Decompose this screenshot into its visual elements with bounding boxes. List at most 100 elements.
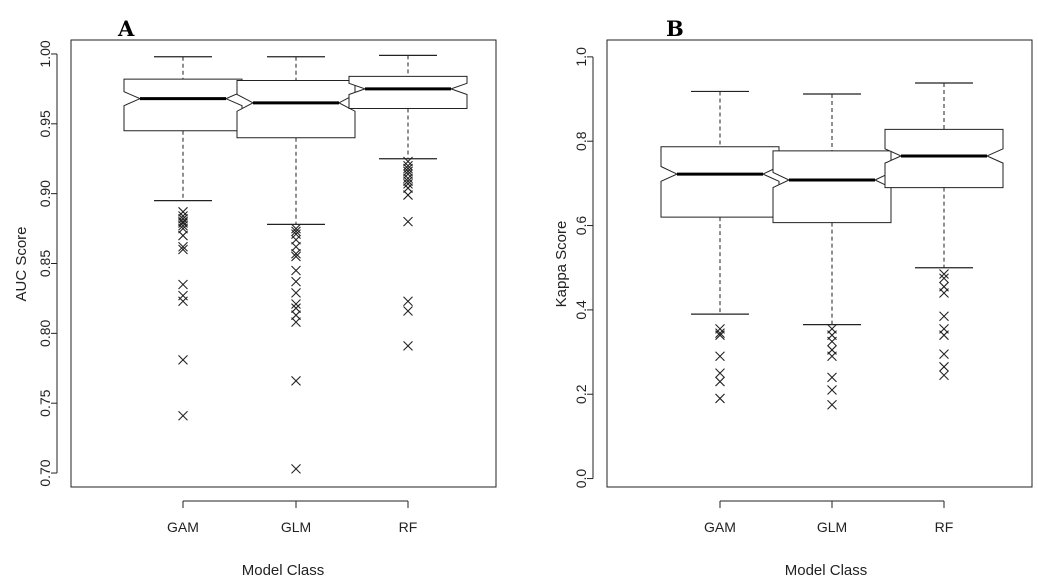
outlier-point <box>939 330 949 341</box>
outlier-point <box>291 251 301 262</box>
outlier-point <box>178 241 188 252</box>
x-tick-label-glm: GLM <box>817 519 847 535</box>
outlier-stroke <box>178 216 188 227</box>
outlier-stroke <box>403 183 413 193</box>
outlier-stroke <box>403 296 413 307</box>
notched-box <box>884 128 1004 189</box>
outlier-point <box>403 341 413 351</box>
outlier-point <box>939 269 949 279</box>
outlier-stroke <box>715 330 725 341</box>
outlier-stroke <box>291 234 301 245</box>
x-tick-label-rf: RF <box>935 519 954 535</box>
outlier-point <box>715 351 725 362</box>
outlier-point <box>403 190 413 200</box>
outlier-stroke <box>291 276 301 287</box>
outlier-stroke <box>178 241 188 252</box>
outlier-point <box>178 296 188 307</box>
outlier-stroke <box>715 368 725 379</box>
outlier-point <box>939 273 949 284</box>
panel-label-b: B <box>666 16 684 41</box>
y-tick-label: 0.95 <box>37 110 53 137</box>
outlier-point <box>939 311 949 322</box>
outlier-point <box>178 223 188 234</box>
outlier-point <box>715 368 725 379</box>
notched-box <box>660 146 780 218</box>
outlier-point <box>939 370 949 381</box>
outlier-point <box>715 393 725 404</box>
plot-frame-b <box>606 39 1033 488</box>
outlier-point <box>827 399 837 410</box>
outlier-stroke <box>291 226 301 237</box>
outlier-point <box>403 178 413 189</box>
outlier-point <box>715 376 725 387</box>
y-tick-label: 0.0 <box>573 469 589 489</box>
outlier-stroke <box>291 287 301 298</box>
y-tick-label: 0.70 <box>37 459 53 486</box>
outlier-stroke <box>939 269 949 279</box>
y-tick-label: 0.6 <box>573 216 589 236</box>
outlier-point <box>827 372 837 383</box>
outlier-stroke <box>403 216 413 227</box>
outlier-point <box>715 330 725 341</box>
outlier-stroke <box>403 176 413 186</box>
outlier-stroke <box>178 206 188 217</box>
outlier-stroke <box>403 341 413 351</box>
outlier-stroke <box>403 178 413 189</box>
outlier-stroke <box>715 328 725 338</box>
outlier-point <box>291 226 301 237</box>
outlier-stroke <box>291 241 301 252</box>
plot-frame-a <box>70 39 497 488</box>
outlier-stroke <box>291 375 301 386</box>
outlier-point <box>827 351 837 362</box>
y-tick-label: 0.8 <box>573 131 589 151</box>
y-axis-b: 0.0 0.2 0.4 0.6 0.8 1.0 <box>573 47 594 489</box>
outlier-point <box>403 216 413 227</box>
boxes-a <box>123 54 468 474</box>
outlier-stroke <box>715 376 725 387</box>
outlier-point <box>403 169 413 179</box>
outlier-stroke <box>291 317 301 328</box>
outlier-stroke <box>403 169 413 179</box>
panel-b-kappa: B 0.0 0.2 0.4 0.6 0.8 1.0 GAM GLM RF Model Clas… <box>553 16 1033 579</box>
notched-box <box>772 150 892 224</box>
outlier-stroke <box>403 306 413 316</box>
outlier-point <box>939 288 949 298</box>
outlier-stroke <box>291 303 301 314</box>
outlier-point <box>178 354 188 365</box>
outlier-stroke <box>178 213 188 224</box>
box-gam <box>660 90 780 404</box>
outlier-stroke <box>178 279 188 290</box>
x-tick-label-glm: GLM <box>281 519 311 535</box>
outlier-stroke <box>939 349 949 360</box>
outlier-point <box>291 248 301 259</box>
x-axis-label-a: Model Class <box>242 562 325 579</box>
outlier-stroke <box>291 265 301 276</box>
outlier-stroke <box>939 330 949 341</box>
outlier-point <box>939 349 949 360</box>
outlier-point <box>291 310 301 321</box>
outlier-stroke <box>939 370 949 381</box>
notched-box <box>348 75 468 109</box>
outlier-point <box>403 296 413 307</box>
outlier-stroke <box>178 223 188 234</box>
outlier-stroke <box>403 156 413 167</box>
outlier-point <box>403 166 413 177</box>
outlier-stroke <box>827 399 837 410</box>
outlier-point <box>403 183 413 193</box>
y-tick-label: 0.4 <box>573 300 589 320</box>
outlier-stroke <box>403 190 413 200</box>
notched-box <box>236 80 356 139</box>
outlier-point <box>291 317 301 328</box>
outlier-stroke <box>827 336 837 347</box>
outlier-stroke <box>178 220 188 231</box>
outlier-point <box>291 463 301 474</box>
outlier-stroke <box>178 230 188 241</box>
outlier-point <box>291 265 301 276</box>
y-axis-label-b: Kappa Score <box>553 221 570 308</box>
outlier-point <box>291 299 301 309</box>
outlier-stroke <box>178 244 188 255</box>
outlier-point <box>403 156 413 167</box>
outlier-stroke <box>291 463 301 474</box>
y-tick-label: 0.80 <box>37 320 53 347</box>
